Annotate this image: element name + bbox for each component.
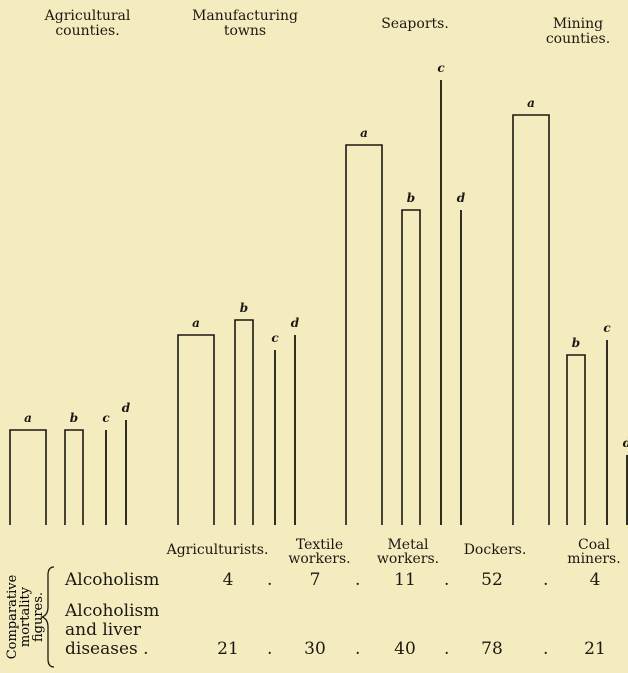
bar-b-4: b	[566, 336, 586, 525]
bar-letter-d: d	[122, 401, 131, 415]
table-dot: .	[267, 639, 273, 659]
bar-letter-c: c	[603, 321, 611, 335]
table-side-label: Comparative mortality figures.	[4, 565, 58, 669]
bar-c-0: c	[102, 411, 110, 525]
bar-a-1: a	[177, 316, 215, 525]
occupation-label-metal: Metal workers.	[376, 537, 440, 567]
occupation-label-dockers: Dockers.	[463, 542, 527, 558]
bar-d-0: d	[122, 401, 131, 525]
bar-b-2: b	[401, 191, 421, 525]
group-title-seaports: Seaports.	[381, 16, 449, 32]
table-dot: .	[444, 639, 450, 659]
table-cell: 7	[309, 570, 321, 590]
bar-a-2: a	[345, 126, 383, 525]
table-cell: 78	[481, 639, 503, 659]
svg-text:Comparative: Comparative	[5, 574, 20, 659]
table-dot: .	[267, 570, 273, 590]
bar-letter-a: a	[527, 96, 535, 110]
bar-b-1: b	[234, 301, 254, 525]
bar-a-0: a	[9, 411, 47, 525]
table-row-label-alcoholism-liver: Alcoholism and liver diseases .	[65, 601, 160, 659]
bar-b-0: b	[64, 411, 84, 525]
bar-c-4: c	[603, 321, 611, 525]
table-cell: 21	[584, 639, 606, 659]
bar-letter-d: d	[291, 316, 300, 330]
bar-letter-a: a	[24, 411, 32, 425]
bar-letter-b: b	[70, 411, 78, 425]
svg-text:mortality: mortality	[18, 586, 33, 647]
bar-letter-b: b	[572, 336, 580, 350]
occupation-label-agriculturists: Agriculturists.	[166, 542, 269, 558]
bar-letter-c: c	[437, 61, 445, 75]
group-title-agricultural: Agricultural counties.	[44, 8, 131, 39]
bar-letter-b: b	[240, 301, 248, 315]
table-cell: 11	[394, 570, 416, 590]
table-dot: .	[543, 570, 549, 590]
bar-c-1: c	[271, 331, 279, 525]
table-cell: 21	[217, 639, 239, 659]
table-dot: .	[444, 570, 450, 590]
bar-letter-a: a	[192, 316, 200, 330]
bar-letter-b: b	[407, 191, 415, 205]
bar-d-2: d	[457, 191, 466, 525]
table-cell: 4	[589, 570, 601, 590]
table-dot: .	[543, 639, 549, 659]
bar-d-1: d	[291, 316, 300, 525]
group-title-mining: Mining counties.	[545, 16, 611, 47]
group-title-manufacturing: Manufacturing towns	[192, 8, 298, 39]
bar-d-4: d	[623, 436, 628, 525]
bar-a-3: a	[512, 96, 550, 525]
bar-letter-c: c	[102, 411, 110, 425]
table-cell: 30	[304, 639, 326, 659]
table-row-label-alcoholism: Alcoholism	[65, 570, 160, 590]
bar-c-2: c	[437, 61, 445, 525]
svg-text:figures.: figures.	[31, 592, 46, 642]
bar-letter-d: d	[623, 436, 628, 450]
table-cell: 40	[394, 639, 416, 659]
occupation-label-coal: Coal miners.	[567, 537, 621, 567]
table-dot: .	[355, 570, 361, 590]
bar-letter-d: d	[457, 191, 466, 205]
table-cell: 52	[481, 570, 503, 590]
table-dot: .	[355, 639, 361, 659]
bar-letter-a: a	[360, 126, 368, 140]
occupation-label-textile: Textile workers.	[288, 537, 351, 567]
bar-letter-c: c	[271, 331, 279, 345]
table-cell: 4	[222, 570, 234, 590]
